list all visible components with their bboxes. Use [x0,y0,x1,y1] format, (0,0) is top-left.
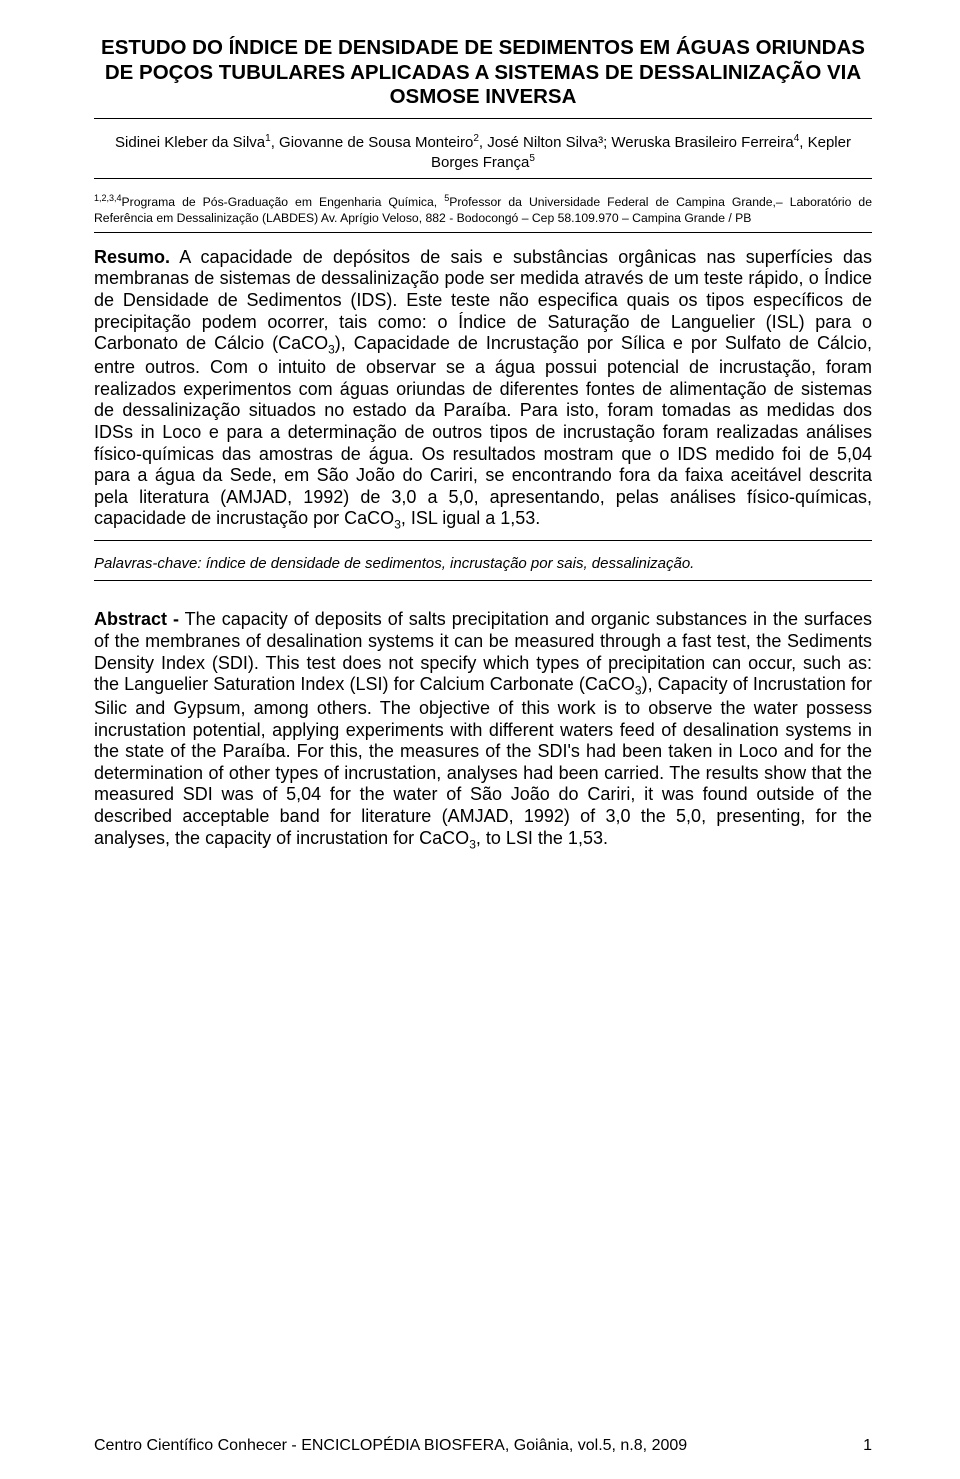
abstract-block: Abstract - The capacity of deposits of s… [94,609,872,851]
resumo-block: Resumo. A capacidade de depósitos de sai… [94,247,872,533]
affiliations: 1,2,3,4Programa de Pós-Graduação em Enge… [94,193,872,226]
resumo-body: A capacidade de depósitos de sais e subs… [94,247,872,529]
rule-authors [94,178,872,179]
footer-page-number: 1 [863,1437,872,1455]
paper-title: ESTUDO DO ÍNDICE DE DENSIDADE DE SEDIMEN… [94,36,872,110]
rule-keywords [94,540,872,541]
rule-top [94,118,872,119]
resumo-heading: Resumo. [94,247,170,267]
footer-citation: Centro Científico Conhecer - ENCICLOPÉDI… [94,1437,687,1454]
page: ESTUDO DO ÍNDICE DE DENSIDADE DE SEDIMEN… [0,0,960,1479]
keywords-line: Palavras-chave: índice de densidade de s… [94,555,872,572]
footer: Centro Científico Conhecer - ENCICLOPÉDI… [94,1437,872,1455]
abstract-heading: Abstract - [94,609,179,629]
authors-line: Sidinei Kleber da Silva1, Giovanne de So… [94,133,872,173]
rule-keywords-end [94,580,872,581]
rule-affil [94,232,872,233]
abstract-body: The capacity of deposits of salts precip… [94,609,872,847]
